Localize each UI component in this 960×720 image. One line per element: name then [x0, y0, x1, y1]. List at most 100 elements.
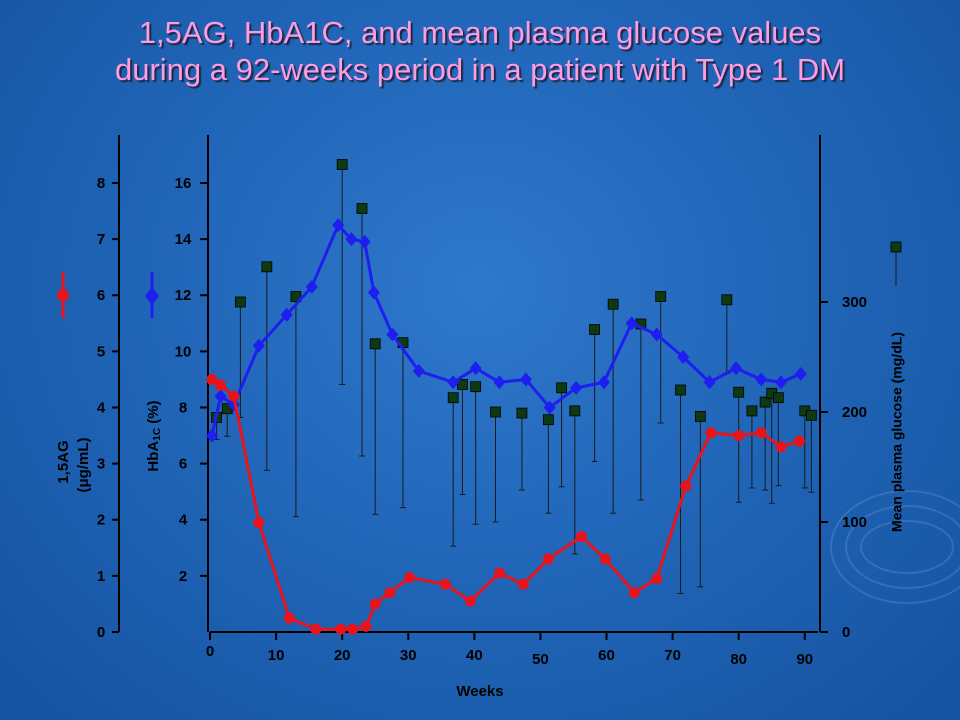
hba1c-point [345, 232, 358, 247]
ag-tick-label: 6 [97, 287, 105, 304]
hba1c-point [570, 380, 583, 395]
ag-point [335, 623, 347, 635]
hba1c-point [730, 361, 743, 376]
hba1c-point [469, 361, 482, 376]
hba1c-point [252, 338, 265, 353]
ag-point [228, 390, 240, 402]
hba1c-tick-label: 10 [175, 343, 192, 360]
glucose-tick-label: 300 [842, 294, 867, 311]
ag-tick-label: 5 [97, 343, 105, 360]
glucose-point [490, 406, 501, 418]
x-tick-label: 30 [400, 647, 417, 664]
ag-point [705, 427, 717, 439]
hba1c-tick-label: 12 [175, 287, 192, 304]
ag-point [253, 517, 265, 529]
hba1c-point [332, 218, 345, 233]
glucose-point [772, 392, 784, 404]
ag-point [347, 623, 359, 635]
hba1c-point [493, 375, 506, 390]
ag-point [733, 430, 745, 442]
hba1c-point [214, 389, 227, 404]
glucose-point [655, 291, 667, 302]
glucose-point [261, 261, 273, 273]
glucose-point [721, 294, 733, 306]
ag-axis-title: 1,5AG [55, 440, 72, 483]
hba1c-tick-label: 2 [179, 568, 187, 585]
ag-legend-marker [57, 289, 69, 301]
hba1c-point [794, 366, 807, 381]
ag-point [680, 480, 692, 492]
x-tick-label: 70 [664, 647, 681, 664]
ag-point [517, 578, 529, 590]
ag-tick-label: 0 [97, 624, 105, 641]
ag-point [542, 553, 554, 565]
glucose-point [556, 382, 567, 394]
hba1c-tick-label: 4 [179, 512, 188, 529]
glucose-legend-marker [890, 241, 902, 253]
x-tick-label: 0 [206, 643, 214, 660]
glucose-point [589, 324, 601, 335]
ag-point [775, 441, 787, 453]
hba1c-point [597, 375, 610, 390]
glucose-point [805, 409, 817, 421]
background-ripple [830, 490, 960, 604]
ag-point [793, 435, 805, 447]
hba1c-point [625, 316, 638, 331]
hba1c-point [519, 372, 532, 387]
glucose-tick-label: 0 [842, 624, 850, 641]
ag-point [283, 612, 295, 624]
ag-tick-label: 1 [97, 568, 105, 585]
glucose-point [569, 405, 581, 417]
slide-title: 1,5AG, HbA1C, and mean plasma glucose va… [0, 14, 960, 88]
hba1c-point [412, 364, 425, 379]
ag-point [628, 587, 640, 599]
glucose-point [234, 296, 246, 308]
hba1c-point [677, 349, 690, 364]
hba1c-tick-label: 14 [175, 231, 192, 248]
x-tick-label: 80 [730, 651, 747, 668]
ag-tick-label: 3 [97, 456, 105, 473]
glucose-point [694, 410, 706, 422]
hba1c-point [367, 285, 380, 300]
glucose-point [542, 414, 554, 426]
hba1c-tick-label: 6 [179, 456, 187, 473]
ag-point [360, 620, 372, 632]
glucose-point [447, 392, 459, 404]
x-tick-label: 50 [532, 651, 549, 668]
hba1c-tick-label: 8 [179, 399, 187, 416]
ag-series-line [211, 378, 800, 631]
glucose-tick-label: 200 [842, 404, 867, 421]
hba1c-point [755, 372, 768, 387]
ag-point [215, 379, 227, 391]
title-line-2: during a 92-weeks period in a patient wi… [114, 52, 846, 87]
hba1c-point [305, 279, 318, 294]
hba1c-tick-label: 16 [175, 175, 192, 192]
glucose-point [759, 396, 771, 408]
hba1c-point [386, 327, 399, 342]
x-tick-label: 20 [334, 647, 351, 664]
hba1c-axis-title: HbA1C (%) [145, 400, 163, 471]
title-line-1: 1,5AG, HbA1C, and mean plasma glucose va… [138, 15, 822, 50]
hba1c-point [703, 375, 716, 390]
hba1c-point [543, 400, 556, 415]
glucose-point [675, 384, 686, 396]
glucose-point [369, 338, 381, 350]
ag-point [575, 531, 587, 543]
hba1c-legend-marker [145, 287, 159, 305]
glucose-point [516, 407, 528, 419]
hba1c-point [358, 234, 371, 249]
x-tick-label: 60 [598, 647, 615, 664]
glucose-axis-title: Mean plasma glucose (mg/dL) [889, 332, 905, 532]
ag-tick-label: 8 [97, 175, 105, 192]
hba1c-point [650, 327, 663, 342]
ag-point [439, 578, 451, 590]
x-tick-label: 40 [466, 647, 483, 664]
ag-tick-label: 7 [97, 231, 105, 248]
glucose-point [746, 405, 758, 417]
glucose-point [356, 203, 368, 214]
ag-point [755, 427, 767, 439]
ag-point [404, 572, 416, 584]
x-tick-label: 90 [796, 651, 813, 668]
glucose-point [733, 386, 745, 398]
